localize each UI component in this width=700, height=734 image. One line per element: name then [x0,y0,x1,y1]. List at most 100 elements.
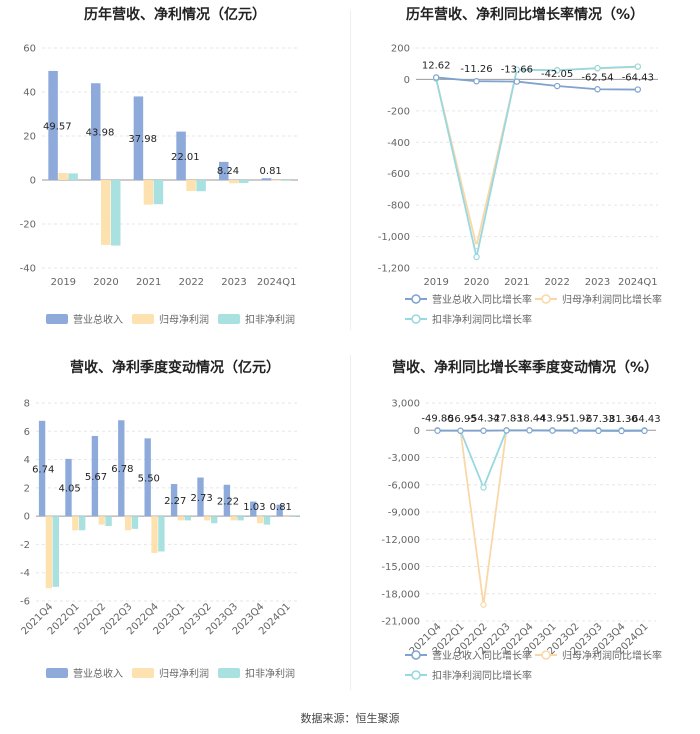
chart-panel-annual-growth: 历年营收、净利同比增长率情况（%） -1,200 -1,000 -800 -600 -4… [350,0,700,345]
point-1 [513,78,521,85]
chart-svg-annual-bar: -40 -20 0 20 40 60 49.57 43.98 37.98 22.01 8.24 0.8… [20,44,298,326]
y-tick-label: -1,000 [378,232,410,243]
series-line-2 [437,429,645,605]
point-value-label: -42.05 [541,69,573,80]
bar-1 [133,96,144,180]
legend-swatch [218,314,240,324]
bar-1 [250,501,257,517]
y-tick-label: 0 [414,426,420,437]
data-source-note: 数据来源：恒生聚源 [300,712,400,725]
bar-2 [229,180,239,184]
y-tick-label: -12,000 [381,535,420,546]
bar-3 [111,180,121,246]
bar-1 [91,435,99,517]
y-tick-label: -600 [387,169,410,180]
point-1 [549,427,556,434]
y-tick-label: 4 [24,455,30,466]
point-value-label: -81.30 [605,414,637,425]
point-value-label: -67.33 [582,414,614,425]
point-value-label: -27.83 [490,414,522,425]
point-value-label: -54.34 [467,414,499,425]
point-1 [572,427,579,434]
bar-value-label: 6.78 [111,464,133,475]
legend-swatch [132,314,154,324]
chart-panel-quarterly-revenue-profit: 营收、净利季度变动情况（亿元） -6 -4 -2 0 2 4 6 8 6.74 4.05 5.67 6… [0,345,350,700]
legend-swatch [132,668,154,678]
point-value-label: -13.66 [501,65,533,76]
y-tick-label: 2 [24,483,30,494]
point-value-label: -64.43 [622,73,654,84]
y-tick-label: -15,000 [381,562,420,573]
bar-2 [151,516,158,553]
point-value-label: -62.54 [581,72,613,83]
x-tick-label: 2023 [221,277,246,288]
point-1 [618,427,625,435]
point-3 [480,484,487,491]
y-tick-label: -200 [387,106,410,117]
bar-3 [196,180,206,192]
bar-1 [91,83,101,180]
legend-swatch [46,314,68,324]
bar-value-label: 8.24 [217,166,239,177]
point-1 [457,427,464,434]
y-tick-label: 0 [404,75,410,86]
y-tick-label: 0 [24,512,30,523]
legend-label: 营业总收入同比增长率 [432,649,532,662]
bar-1 [223,484,231,517]
panel-separator-bottom [350,355,351,690]
bar-3 [184,516,191,521]
bar-3 [105,516,112,527]
bar-2 [98,516,105,525]
legend-swatch [218,668,240,678]
point-3 [634,63,642,70]
point-value-label: -51.92 [559,414,591,425]
x-tick-label: 2022 [179,277,204,288]
bar-2 [143,180,154,205]
bar-value-label: 1.03 [243,502,265,513]
legend-marker [411,670,421,680]
legend-label: 营业总收入 [73,667,123,680]
bar-value-label: 22.01 [171,152,200,163]
legend-marker [411,650,421,660]
bar-3 [79,516,86,531]
bar-2 [204,516,211,521]
chart-svg-annual-line: -1,200 -1,000 -800 -600 -400 -200 0 200 12.62 -11… [378,44,662,327]
bar-2 [177,516,185,521]
bar-value-label: 0.81 [270,502,292,513]
point-value-label: -18.44 [513,413,545,424]
legend-marker [541,294,551,304]
legend-swatch [46,668,68,678]
legend-marker [411,314,421,324]
point-value-label: -11.26 [460,64,492,75]
y-tick-label: 40 [23,88,36,99]
bar-2 [124,516,132,531]
bar-3 [211,516,218,524]
y-tick-label: 6 [24,427,30,438]
chart-title: 营收、净利同比增长率季度变动情况（%） [391,360,659,376]
bar-3 [52,516,59,587]
chart-panel-annual-revenue-profit: 历年营收、净利情况（亿元） -40 -20 0 20 40 60 49.57 43.98 37.… [0,0,350,345]
legend-marker [541,650,551,660]
point-3 [473,253,480,261]
bar-value-label: 2.73 [190,493,212,504]
bar-value-label: 6.74 [32,464,54,475]
chart-svg-quarterly-bar: -6 -4 -2 0 2 4 6 8 6.74 4.05 5.67 6.78 5.50 2.27 2.73 2… [19,399,300,680]
point-3 [513,66,521,73]
point-value-label: -49.80 [421,414,453,425]
y-tick-label: 20 [23,132,36,143]
series-line-3 [435,65,638,258]
point-1 [595,427,602,435]
point-value-label: -64.43 [628,414,660,425]
legend-label: 归母净利润 [159,667,209,680]
bar-value-label: 2.27 [164,496,186,507]
point-1 [641,427,648,435]
point-2 [480,601,487,608]
bar-2 [45,516,53,589]
legend-marker [411,294,421,304]
y-tick-label: -40 [20,264,36,275]
bar-3 [239,180,249,184]
bar-1 [176,131,186,180]
bar-2 [230,516,237,521]
legend-label: 扣非净利润 [245,667,295,680]
bar-value-label: 49.57 [43,121,72,132]
